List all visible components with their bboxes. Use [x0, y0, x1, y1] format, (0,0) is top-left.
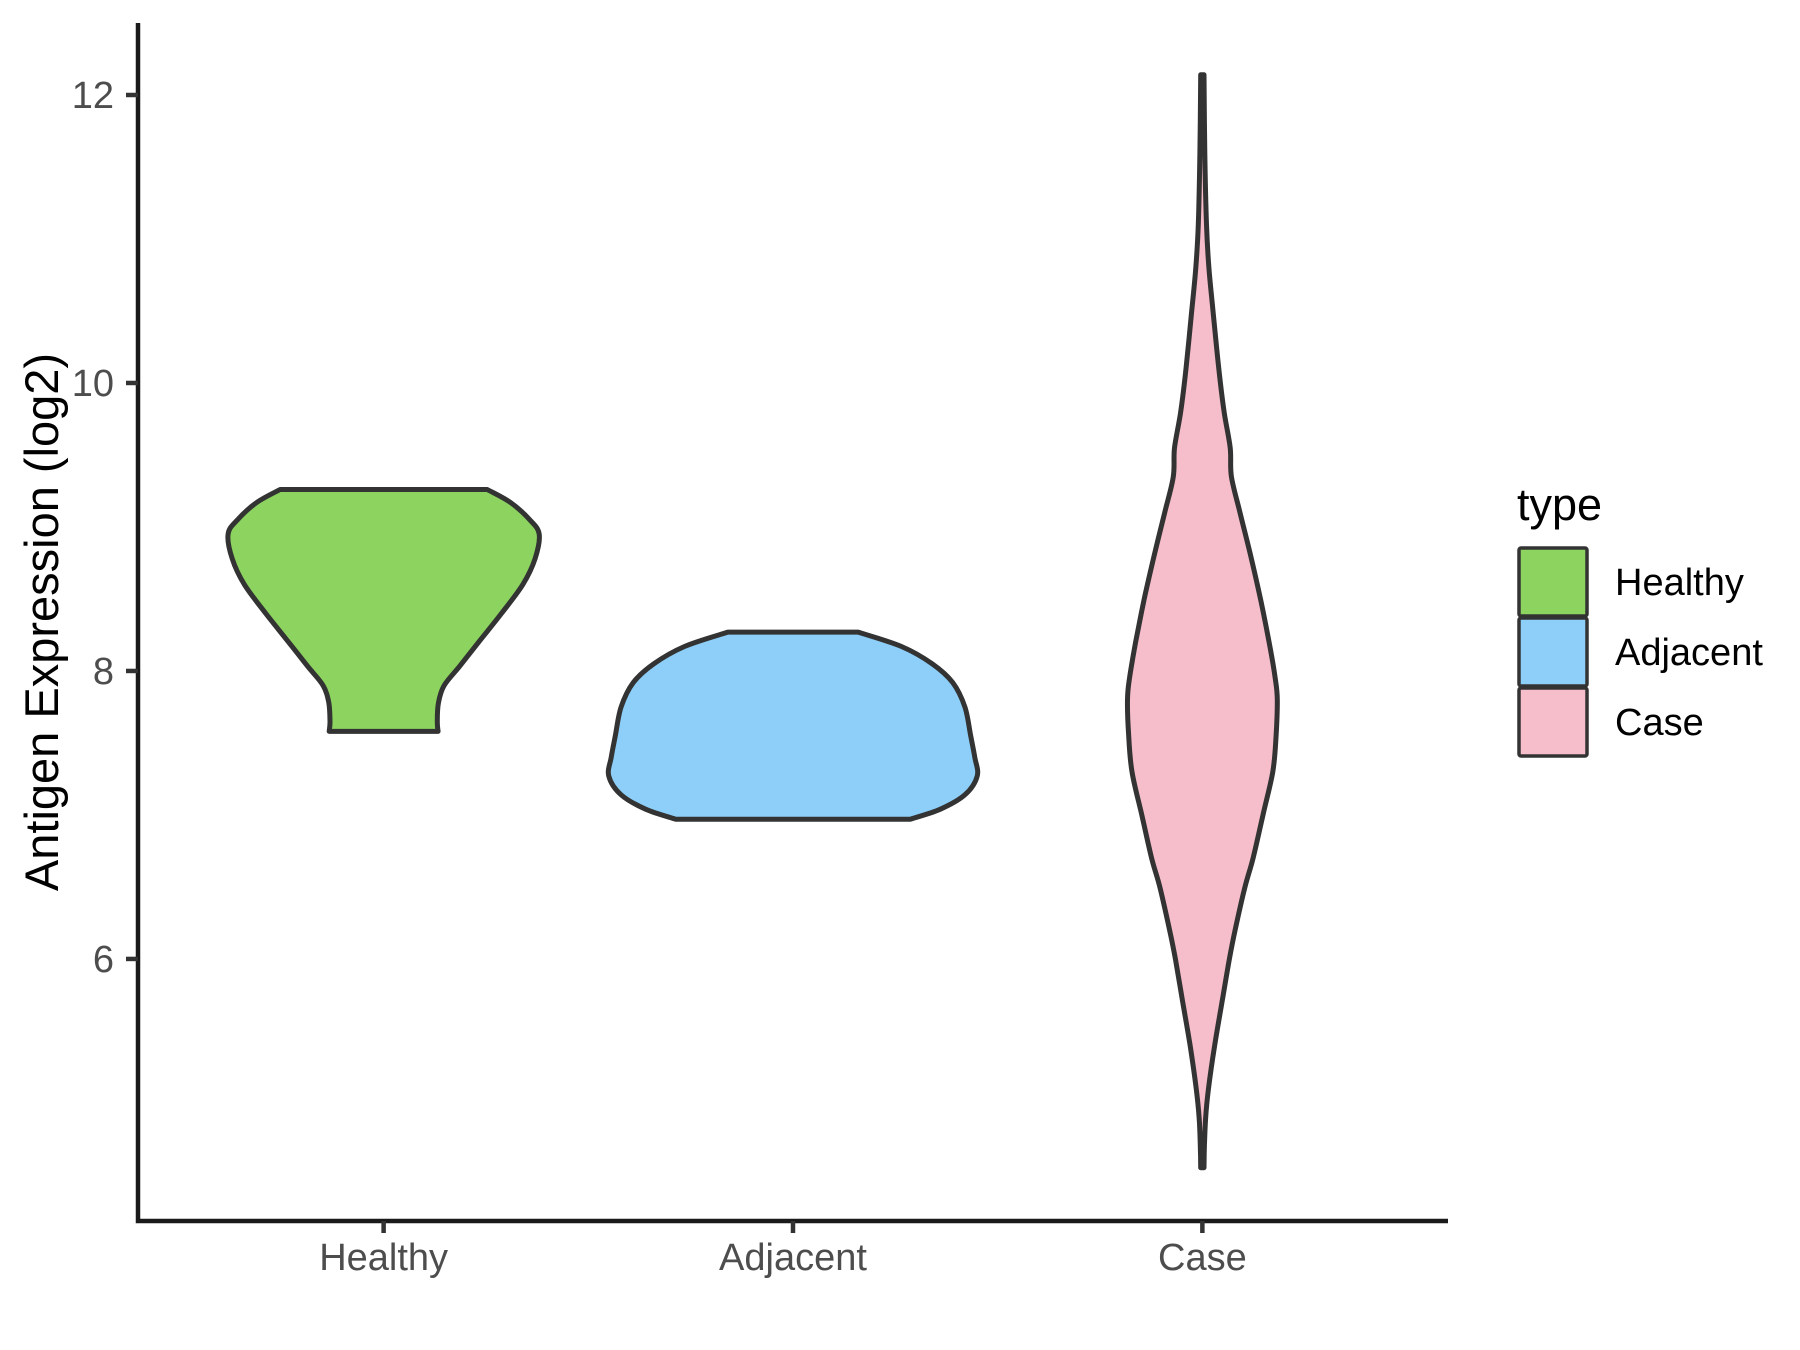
- legend-item-adjacent: Adjacent: [1517, 616, 1763, 688]
- y-tick-label: 10: [72, 363, 114, 405]
- legend-title: type: [1517, 479, 1602, 530]
- legend-swatch-healthy: [1517, 546, 1589, 618]
- x-tick-label-healthy: Healthy: [319, 1237, 448, 1279]
- axis-lines: [135, 23, 1448, 1224]
- violin-case: [1124, 72, 1280, 1171]
- legend-label-adjacent: Adjacent: [1615, 632, 1763, 674]
- legend-label-healthy: Healthy: [1615, 562, 1744, 604]
- y-tick-label: 12: [72, 75, 114, 117]
- legend-swatch-case: [1517, 686, 1589, 758]
- legend-item-healthy: Healthy: [1517, 546, 1744, 618]
- axes-layer: [126, 23, 1448, 1233]
- y-tick-label: 6: [93, 939, 114, 981]
- y-tick-label: 8: [93, 651, 114, 693]
- violin-adjacent: [605, 629, 981, 822]
- legend-items: Healthy Adjacent Case: [1517, 546, 1763, 758]
- y-axis-title: Antigen Expression (log2): [15, 353, 68, 891]
- x-tick-label-adjacent: Adjacent: [719, 1237, 867, 1279]
- legend-swatch-adjacent: [1517, 616, 1589, 688]
- legend-item-case: Case: [1517, 686, 1704, 758]
- legend-label-case: Case: [1615, 702, 1704, 744]
- violins-layer: [225, 72, 1280, 1171]
- tick-labels-layer: 6 8 10 12 Healthy Adjacent Case: [72, 75, 1247, 1279]
- violin-healthy: [225, 487, 542, 734]
- x-tick-label-case: Case: [1158, 1237, 1247, 1279]
- legend: type Healthy Adjacent Case: [1517, 479, 1763, 758]
